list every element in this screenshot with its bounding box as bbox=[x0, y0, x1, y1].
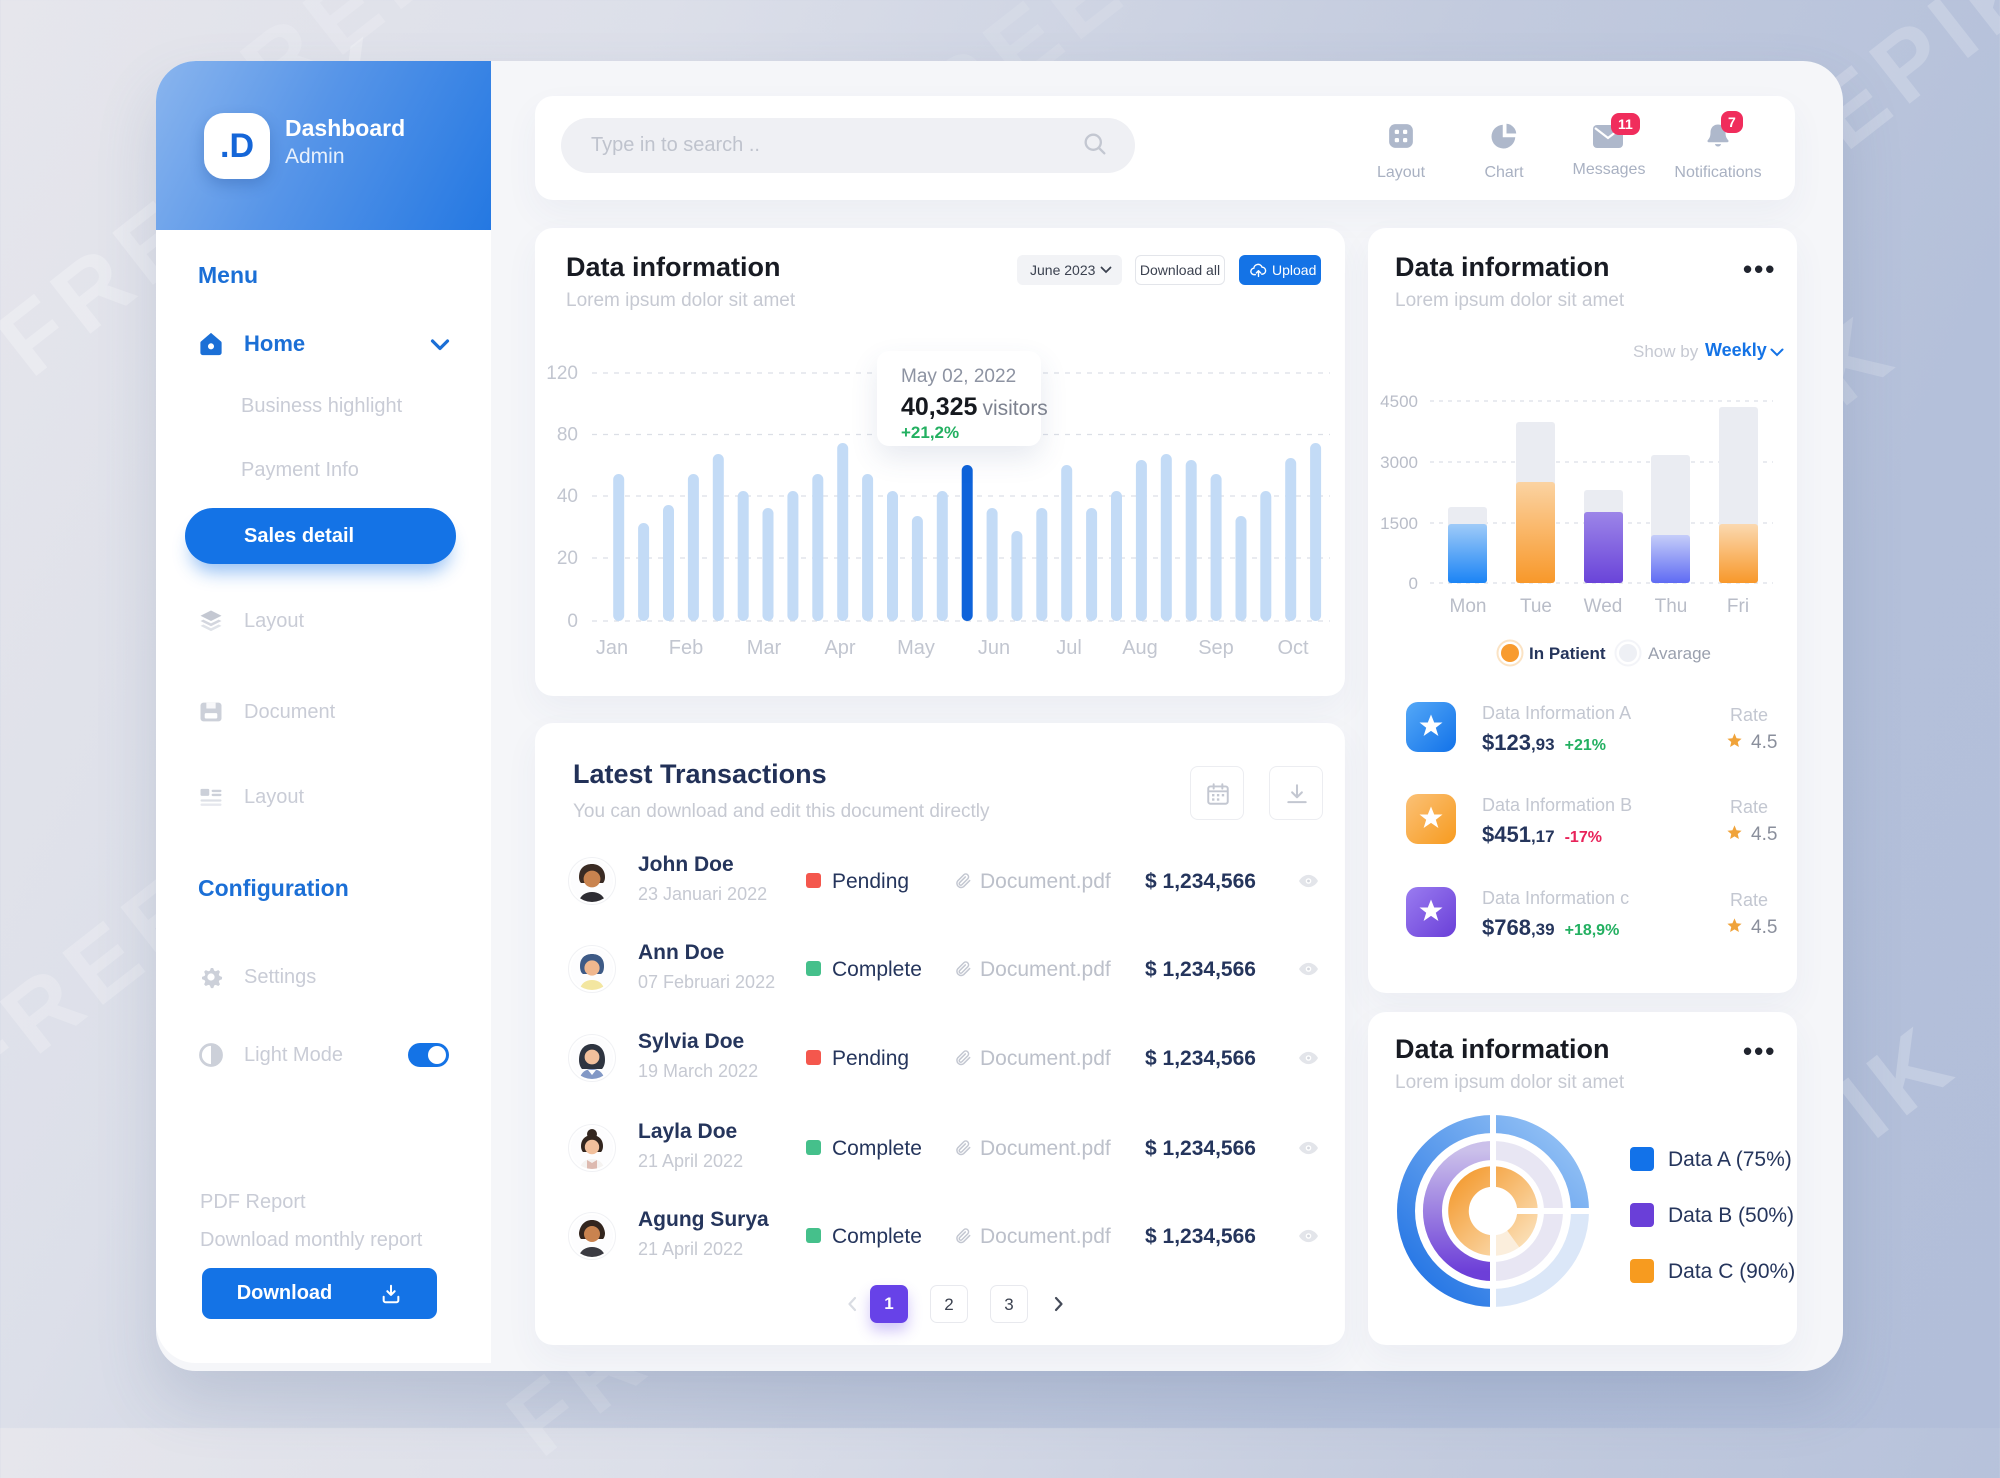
svg-text:Wed: Wed bbox=[1584, 596, 1623, 617]
svg-text:Jan: Jan bbox=[596, 637, 628, 659]
svg-text:Mar: Mar bbox=[747, 637, 782, 659]
svg-text:Avarage: Avarage bbox=[1648, 644, 1711, 663]
svg-text:Oct: Oct bbox=[1277, 637, 1309, 659]
svg-text:Feb: Feb bbox=[669, 637, 703, 659]
svg-text:80: 80 bbox=[557, 425, 578, 446]
svg-text:Mon: Mon bbox=[1450, 596, 1487, 617]
svg-text:20: 20 bbox=[557, 548, 578, 569]
svg-text:1500: 1500 bbox=[1380, 514, 1418, 533]
svg-text:Apr: Apr bbox=[824, 637, 855, 659]
svg-text:Aug: Aug bbox=[1122, 637, 1158, 659]
svg-text:Jul: Jul bbox=[1056, 637, 1082, 659]
svg-text:Thu: Thu bbox=[1655, 596, 1688, 617]
svg-text:3000: 3000 bbox=[1380, 453, 1418, 472]
svg-text:Tue: Tue bbox=[1520, 596, 1552, 617]
svg-text:40: 40 bbox=[557, 486, 578, 507]
svg-text:4500: 4500 bbox=[1380, 392, 1418, 411]
svg-text:May: May bbox=[897, 637, 935, 659]
svg-text:0: 0 bbox=[1409, 574, 1418, 593]
svg-text:Jun: Jun bbox=[978, 637, 1010, 659]
svg-text:120: 120 bbox=[546, 363, 578, 384]
svg-text:Fri: Fri bbox=[1727, 596, 1749, 617]
svg-text:Sep: Sep bbox=[1198, 637, 1234, 659]
svg-text:0: 0 bbox=[567, 611, 578, 632]
svg-text:In Patient: In Patient bbox=[1529, 644, 1606, 663]
